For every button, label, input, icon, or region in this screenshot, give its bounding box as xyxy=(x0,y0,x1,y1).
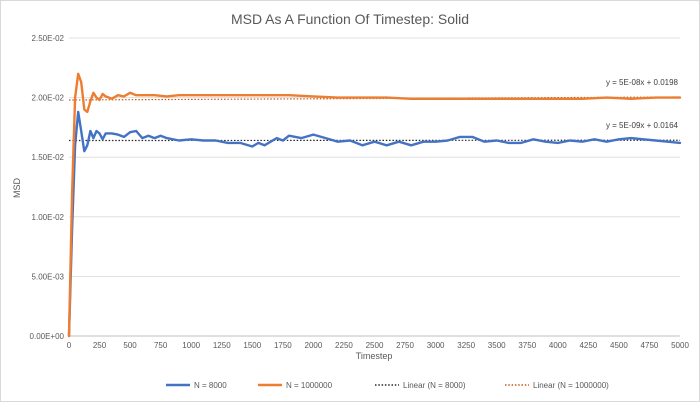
x-tick-label: 3750 xyxy=(518,341,536,350)
x-tick-label: 3000 xyxy=(427,341,445,350)
x-tick-label: 250 xyxy=(93,341,107,350)
axes: 0.00E+00 5.00E-03 1.00E-02 1.50E-02 2.00E-02… xyxy=(30,34,690,350)
x-tick-label: 1250 xyxy=(213,341,231,350)
x-tick-label: 2500 xyxy=(366,341,384,350)
x-tick-label: 2250 xyxy=(335,341,353,350)
y-tick-label: 1.00E-02 xyxy=(32,213,65,222)
gridlines xyxy=(69,37,680,277)
series-line xyxy=(67,72,682,338)
y-tick-label: 2.50E-02 xyxy=(32,34,65,43)
x-tick-label: 1000 xyxy=(182,341,200,350)
trendline-equations: y = 5E-09x + 0.0164 y = 5E-08x + 0.0198 xyxy=(606,78,679,130)
chart-title: MSD As A Function Of Timestep: Solid xyxy=(231,11,469,27)
x-tick-label: 1750 xyxy=(274,341,292,350)
x-tick-label: 500 xyxy=(123,341,137,350)
legend-label: Linear (N = 1000000) xyxy=(533,381,609,390)
y-axis-title: MSD xyxy=(12,178,22,199)
series-lines xyxy=(67,72,682,338)
x-tick-label: 4750 xyxy=(641,341,659,350)
y-tick-label: 5.00E-03 xyxy=(32,272,65,281)
x-tick-label: 3500 xyxy=(488,341,506,350)
x-tick-label: 2750 xyxy=(396,341,414,350)
y-tick-label: 0.00E+00 xyxy=(30,332,65,341)
x-tick-label: 3250 xyxy=(457,341,475,350)
x-tick-label: 4250 xyxy=(579,341,597,350)
y-tick-label: 2.00E-02 xyxy=(32,94,65,103)
trendline-equation: y = 5E-08x + 0.0198 xyxy=(606,78,679,87)
x-axis-title: Timestep xyxy=(356,351,393,361)
x-tick-label: 4000 xyxy=(549,341,567,350)
series-line xyxy=(67,110,682,338)
legend-label: N = 8000 xyxy=(194,381,227,390)
x-tick-label: 2000 xyxy=(305,341,323,350)
y-tick-label: 1.50E-02 xyxy=(32,153,65,162)
trendline-equation: y = 5E-09x + 0.0164 xyxy=(606,121,679,130)
legend: N = 8000 N = 1000000 Linear (N = 8000) Line… xyxy=(166,381,609,390)
x-tick-label: 1500 xyxy=(243,341,261,350)
x-tick-label: 0 xyxy=(67,341,72,350)
x-tick-label: 5000 xyxy=(671,341,689,350)
trendlines xyxy=(68,96,681,142)
trendline xyxy=(68,96,681,101)
legend-label: Linear (N = 8000) xyxy=(403,381,466,390)
legend-label: N = 1000000 xyxy=(286,381,333,390)
x-tick-label: 750 xyxy=(154,341,168,350)
x-tick-label: 4500 xyxy=(610,341,628,350)
